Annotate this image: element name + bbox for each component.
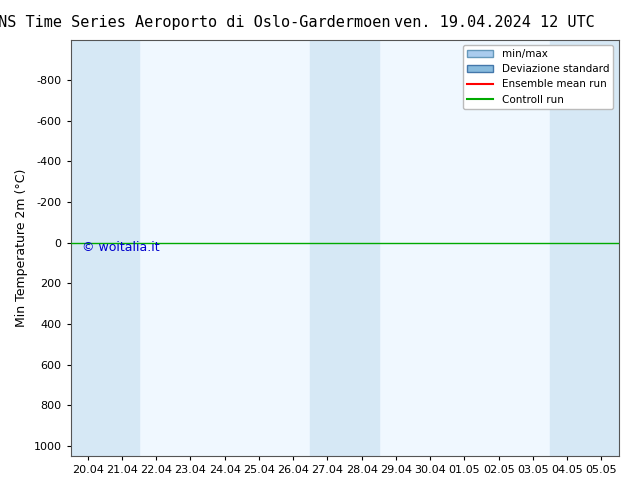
Text: © woitalia.it: © woitalia.it	[82, 241, 159, 254]
Text: ENS Time Series Aeroporto di Oslo-Gardermoen: ENS Time Series Aeroporto di Oslo-Garder…	[0, 15, 391, 30]
Y-axis label: Min Temperature 2m (°C): Min Temperature 2m (°C)	[15, 169, 28, 327]
Bar	[105, 40, 139, 456]
Legend: min/max, Deviazione standard, Ensemble mean run, Controll run: min/max, Deviazione standard, Ensemble m…	[463, 45, 613, 109]
Bar	[550, 40, 585, 456]
Bar	[585, 40, 619, 456]
Text: ven. 19.04.2024 12 UTC: ven. 19.04.2024 12 UTC	[394, 15, 595, 30]
Bar	[344, 40, 378, 456]
Bar	[310, 40, 344, 456]
Bar	[70, 40, 105, 456]
